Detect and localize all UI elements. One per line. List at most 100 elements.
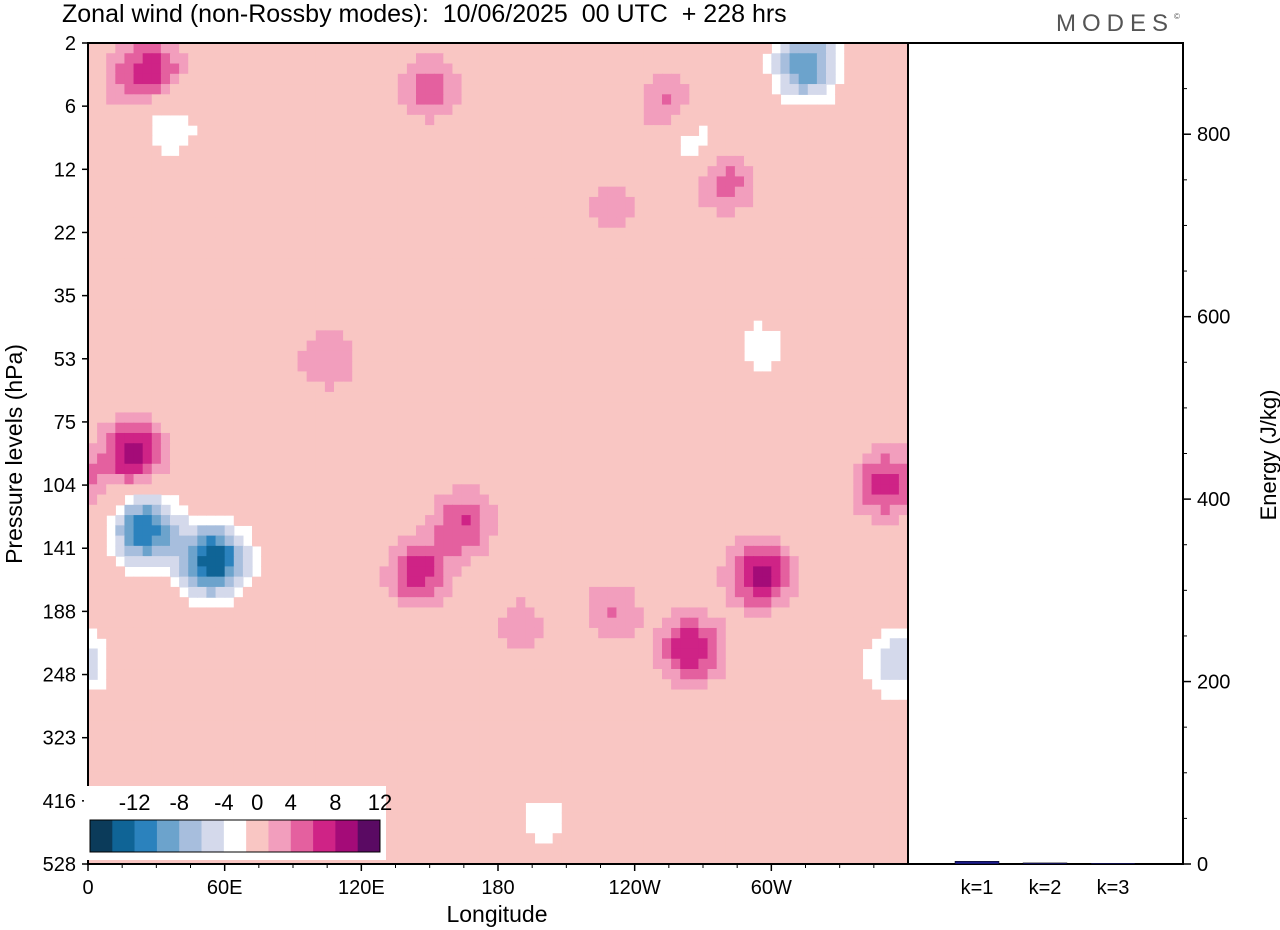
- heat-cell: [616, 391, 627, 403]
- heat-cell: [589, 258, 599, 270]
- heat-cell: [771, 443, 782, 455]
- heat-cell: [334, 494, 344, 506]
- heat-cell: [607, 412, 618, 424]
- heat-cell: [862, 84, 873, 95]
- heat-cell: [889, 443, 900, 455]
- heat-cell: [416, 320, 426, 331]
- heat-cell: [525, 515, 536, 526]
- heat-cell: [379, 63, 390, 75]
- heat-cell: [552, 53, 563, 65]
- heat-cell: [388, 494, 399, 506]
- heat-cell: [160, 432, 171, 444]
- heat-cell: [616, 535, 627, 547]
- heat-cell: [160, 166, 171, 178]
- heat-cell: [324, 556, 335, 567]
- heat-cell: [97, 320, 107, 331]
- heat-cell: [416, 597, 426, 609]
- heat-cell: [780, 361, 791, 372]
- heat-cell: [324, 545, 335, 557]
- heat-cell: [270, 525, 280, 537]
- heat-cell: [798, 217, 809, 229]
- heat-cell: [643, 227, 654, 239]
- heat-cell: [589, 494, 599, 506]
- heat-cell: [297, 535, 308, 547]
- heat-cell: [361, 299, 372, 311]
- heat-cell: [352, 340, 362, 352]
- heat-cell: [379, 515, 390, 526]
- heat-cell: [434, 607, 444, 619]
- heat-cell: [97, 474, 107, 485]
- heat-cell: [798, 525, 809, 537]
- heat-cell: [762, 217, 772, 229]
- heat-cell: [261, 391, 271, 403]
- heat-cell: [771, 309, 782, 321]
- heat-cell: [479, 463, 490, 475]
- heat-cell: [279, 53, 290, 65]
- heat-cell: [443, 463, 454, 475]
- heat-cell: [434, 289, 444, 301]
- heat-cell: [771, 63, 782, 75]
- heat-cell: [543, 94, 554, 106]
- heat-cell: [434, 391, 444, 403]
- heat-cell: [397, 607, 408, 619]
- heat-cell: [880, 114, 891, 126]
- heat-cell: [179, 402, 189, 414]
- heat-cell: [434, 258, 444, 270]
- heat-cell: [880, 453, 891, 465]
- heat-cell: [807, 104, 818, 116]
- heat-cell: [753, 402, 763, 414]
- heat-cell: [406, 504, 417, 516]
- heat-cell: [97, 525, 107, 537]
- heat-cell: [853, 556, 864, 567]
- heat-cell: [844, 73, 854, 85]
- heat-cell: [133, 186, 144, 198]
- heat-cell: [789, 176, 800, 188]
- heat-cell: [862, 412, 873, 424]
- heat-cell: [525, 463, 536, 475]
- heat-cell: [725, 566, 736, 578]
- heat-cell: [589, 155, 599, 167]
- heat-cell: [862, 330, 873, 342]
- heat-cell: [716, 494, 727, 506]
- heat-cell: [507, 443, 517, 455]
- heat-cell: [707, 361, 718, 372]
- heat-cell: [725, 504, 736, 516]
- heat-cell: [871, 309, 882, 321]
- heat-cell: [707, 545, 718, 557]
- heat-cell: [634, 484, 645, 496]
- heat-cell: [835, 125, 845, 136]
- heat-cell: [898, 391, 909, 403]
- heat-cell: [680, 43, 690, 54]
- heat-cell: [397, 586, 408, 598]
- heat-cell: [370, 484, 381, 496]
- heat-cell: [871, 196, 882, 208]
- heat-cell: [516, 248, 526, 260]
- heat-cell: [115, 279, 126, 290]
- heat-cell: [698, 155, 709, 167]
- heat-cell: [826, 474, 836, 485]
- heat-cell: [315, 43, 326, 54]
- heat-cell: [142, 166, 153, 178]
- heat-cell: [698, 422, 709, 434]
- heat-cell: [744, 391, 754, 403]
- heat-cell: [516, 350, 526, 362]
- heat-cell: [306, 340, 317, 352]
- heat-cell: [388, 73, 399, 85]
- heat-cell: [361, 340, 372, 352]
- heat-cell: [534, 576, 545, 588]
- heat-cell: [753, 556, 763, 567]
- heat-cell: [689, 484, 700, 496]
- heat-cell: [853, 391, 864, 403]
- heat-cell: [898, 453, 909, 465]
- heat-cell: [133, 166, 144, 178]
- heat-cell: [170, 371, 180, 383]
- heat-cell: [434, 125, 444, 136]
- heat-cell: [516, 597, 526, 609]
- heat-cell: [552, 258, 563, 270]
- heat-cell: [616, 84, 627, 95]
- heat-cell: [844, 484, 854, 496]
- heat-cell: [753, 248, 763, 260]
- heat-cell: [361, 484, 372, 496]
- heat-cell: [388, 309, 399, 321]
- heat-cell: [379, 545, 390, 557]
